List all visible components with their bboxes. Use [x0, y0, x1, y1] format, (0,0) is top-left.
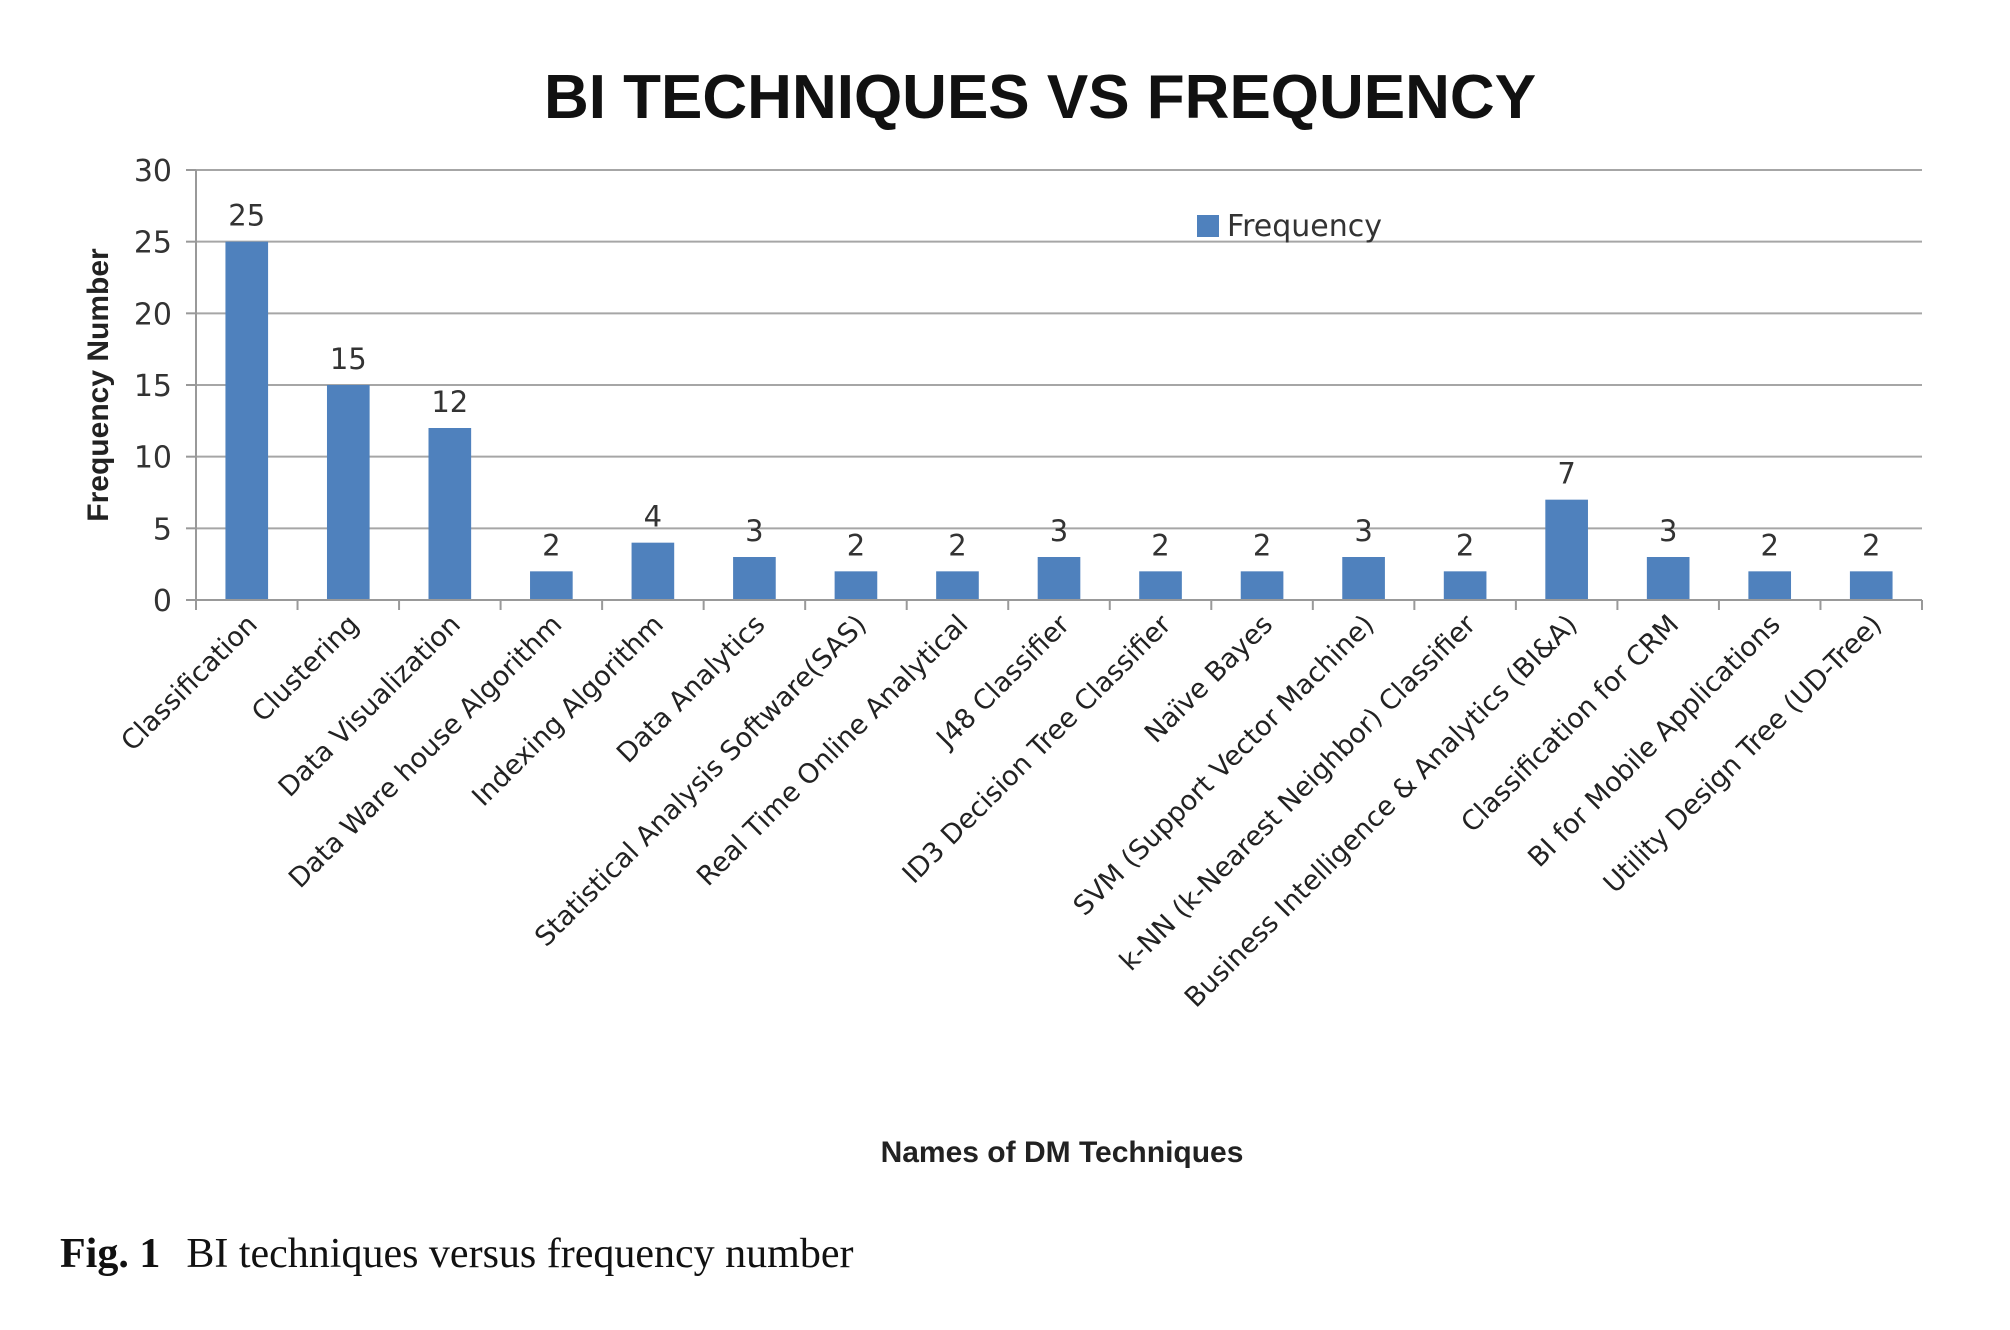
bar: [936, 571, 979, 600]
bar: [1545, 499, 1588, 600]
legend-label: Frequency: [1227, 209, 1382, 244]
bar: [733, 557, 776, 600]
bar: [1646, 557, 1690, 600]
data-label: 3: [1050, 514, 1068, 548]
data-label: 3: [1354, 514, 1372, 548]
data-label: 2: [847, 528, 865, 562]
bar: [1342, 557, 1385, 600]
bar: [1849, 571, 1893, 600]
chart-title: BI TECHNIQUES VS FREQUENCY: [544, 63, 1536, 132]
x-axis-label: Names of DM Techniques: [881, 1136, 1244, 1169]
bar: [1240, 571, 1284, 600]
category-label: Classification: [115, 609, 263, 757]
bar: [834, 571, 878, 600]
bar: [428, 428, 472, 600]
y-axis-label: Frequency Number: [82, 248, 115, 522]
data-label: 2: [1456, 528, 1474, 562]
data-label: 3: [745, 514, 763, 548]
y-tick-label: 15: [134, 369, 172, 404]
bar: [1748, 571, 1792, 600]
gridlines: [196, 169, 1922, 530]
data-label: 15: [330, 342, 367, 376]
category-label: Data Visualization: [273, 609, 467, 803]
bar: [1037, 557, 1081, 600]
bar: [225, 241, 269, 600]
data-label: 2: [542, 528, 560, 562]
bar-chart: BI TECHNIQUES VS FREQUENCY Frequency Num…: [82, 63, 1923, 1169]
bar: [326, 385, 370, 600]
figure-number: Fig. 1: [60, 1231, 161, 1277]
data-label: 12: [431, 385, 468, 419]
y-tick-label: 0: [153, 584, 172, 619]
y-tick-label: 5: [153, 512, 172, 547]
data-labels: 25 15 12 2 4 3 2 2 3 2 2 3 2 7 3 2 2: [228, 199, 1880, 563]
y-tick-label: 20: [134, 297, 172, 332]
data-label: 3: [1659, 514, 1677, 548]
legend-swatch: [1197, 215, 1219, 237]
figure-caption: Fig. 1 BI techniques versus frequency num…: [60, 1230, 853, 1278]
data-label: 2: [1862, 528, 1880, 562]
y-axis-ticks: 0 5 10 15 20 25 30: [134, 154, 196, 619]
category-label: k-NN (k-Nearest Neighbor) Classifier: [1114, 608, 1483, 977]
axes: [195, 170, 1923, 610]
data-label: 2: [948, 528, 966, 562]
data-label: 25: [228, 199, 265, 233]
bar: [530, 571, 573, 600]
data-label: 7: [1557, 457, 1575, 491]
bar: [631, 542, 675, 600]
y-tick-label: 30: [134, 154, 172, 189]
legend: Frequency: [1197, 209, 1382, 244]
data-label: 2: [1760, 528, 1778, 562]
category-label: Indexing Algorithm: [466, 609, 670, 813]
y-tick-label: 25: [134, 226, 172, 261]
data-label: 4: [644, 500, 662, 534]
bar: [1443, 571, 1487, 600]
caption-text: BI techniques versus frequency number: [186, 1231, 854, 1277]
data-label: 2: [1151, 528, 1169, 562]
y-tick-label: 10: [134, 441, 172, 476]
bars: [225, 241, 1893, 600]
data-label: 2: [1253, 528, 1271, 562]
bar: [1139, 571, 1182, 600]
